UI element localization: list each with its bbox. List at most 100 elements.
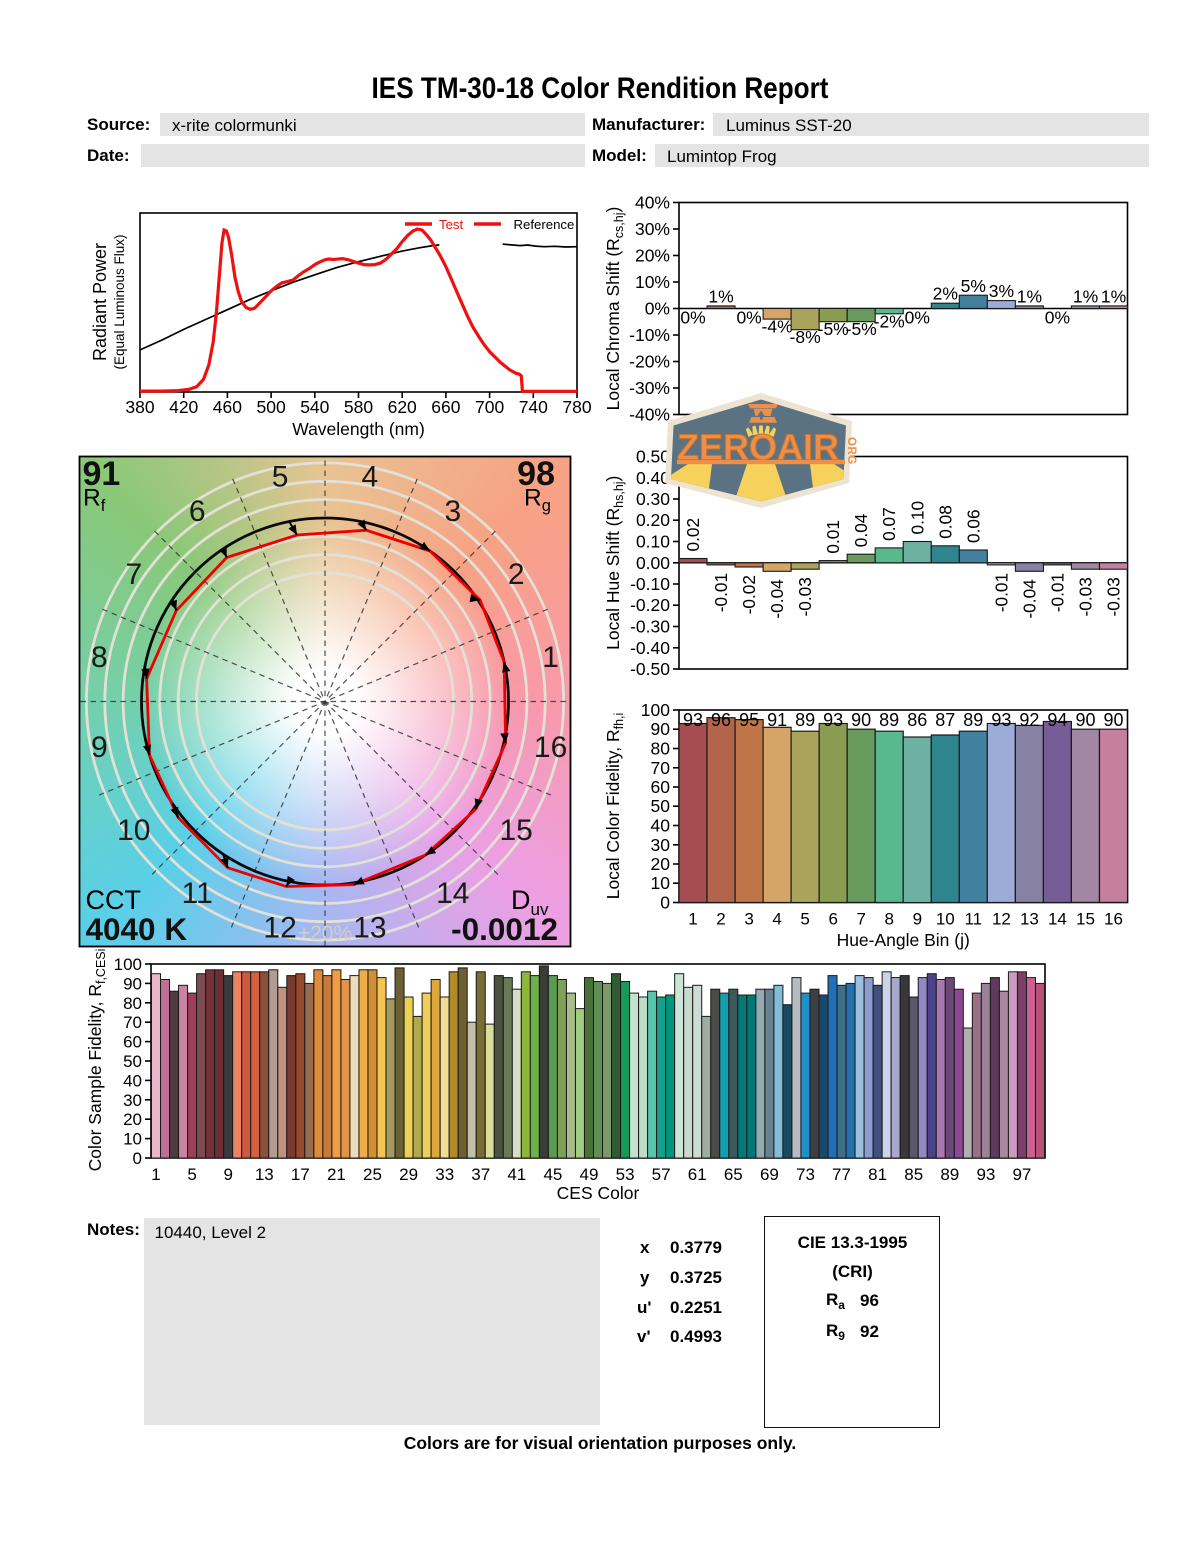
svg-text:580: 580 xyxy=(344,397,373,417)
svg-text:14: 14 xyxy=(1048,910,1067,929)
svg-text:5%: 5% xyxy=(961,276,986,296)
svg-text:1: 1 xyxy=(688,910,697,929)
svg-text:93: 93 xyxy=(976,1165,995,1184)
svg-text:780: 780 xyxy=(562,397,591,417)
svg-text:91: 91 xyxy=(83,455,121,493)
svg-text:0: 0 xyxy=(133,1149,142,1168)
svg-text:9: 9 xyxy=(913,910,922,929)
svg-text:-0.03: -0.03 xyxy=(1076,577,1096,616)
svg-text:11: 11 xyxy=(182,877,213,910)
svg-text:Radiant Power: Radiant Power xyxy=(90,243,110,361)
svg-text:40%: 40% xyxy=(635,193,670,213)
svg-text:15: 15 xyxy=(1076,910,1095,929)
svg-text:65: 65 xyxy=(724,1165,743,1184)
svg-text:50: 50 xyxy=(123,1052,142,1071)
svg-text:9: 9 xyxy=(91,731,108,764)
svg-text:92: 92 xyxy=(1019,710,1039,730)
svg-text:90: 90 xyxy=(123,974,142,993)
svg-text:5: 5 xyxy=(272,460,289,493)
svg-text:-0.01: -0.01 xyxy=(991,573,1011,612)
svg-text:Local Hue Shift (Rhs,hj): Local Hue Shift (Rhs,hj) xyxy=(603,476,626,650)
svg-text:50: 50 xyxy=(651,796,671,816)
svg-text:21: 21 xyxy=(327,1165,346,1184)
svg-text:740: 740 xyxy=(519,397,548,417)
svg-text:80: 80 xyxy=(651,739,671,759)
svg-text:CES Color: CES Color xyxy=(557,1183,640,1203)
svg-text:8: 8 xyxy=(91,641,108,674)
svg-text:41: 41 xyxy=(507,1165,526,1184)
svg-text:1%: 1% xyxy=(1017,286,1042,306)
svg-text:37: 37 xyxy=(471,1165,490,1184)
svg-text:420: 420 xyxy=(169,397,198,417)
svg-text:-0.04: -0.04 xyxy=(767,579,787,619)
svg-text:-40%: -40% xyxy=(629,405,670,425)
svg-text:10: 10 xyxy=(936,910,955,929)
svg-text:1%: 1% xyxy=(708,286,733,306)
svg-text:13: 13 xyxy=(1020,910,1039,929)
svg-text:100: 100 xyxy=(114,955,142,974)
svg-text:89: 89 xyxy=(963,710,983,730)
svg-text:0%: 0% xyxy=(736,308,761,328)
svg-text:0.50: 0.50 xyxy=(636,447,670,467)
svg-text:97: 97 xyxy=(1012,1165,1031,1184)
svg-text:14: 14 xyxy=(436,877,469,910)
svg-text:7: 7 xyxy=(125,558,142,591)
svg-text:6: 6 xyxy=(828,910,837,929)
svg-text:10: 10 xyxy=(651,873,671,893)
svg-text:20: 20 xyxy=(123,1110,142,1129)
svg-text:33: 33 xyxy=(435,1165,454,1184)
svg-text:90: 90 xyxy=(851,710,871,730)
svg-text:-0.50: -0.50 xyxy=(630,659,670,679)
svg-text:30: 30 xyxy=(123,1091,142,1110)
svg-text:80: 80 xyxy=(123,994,142,1013)
svg-text:Hue-Angle Bin (j): Hue-Angle Bin (j) xyxy=(837,930,970,950)
svg-text:0.00: 0.00 xyxy=(636,553,670,573)
svg-text:0%: 0% xyxy=(905,308,930,328)
svg-text:4: 4 xyxy=(362,460,379,493)
svg-text:0.07: 0.07 xyxy=(879,507,899,541)
svg-text:16: 16 xyxy=(1104,910,1123,929)
svg-text:-0.03: -0.03 xyxy=(795,577,815,616)
svg-text:-8%: -8% xyxy=(790,327,821,347)
svg-text:29: 29 xyxy=(399,1165,418,1184)
svg-text:13: 13 xyxy=(255,1165,274,1184)
svg-text:49: 49 xyxy=(580,1165,599,1184)
svg-text:0: 0 xyxy=(660,893,670,913)
svg-text:94: 94 xyxy=(1047,710,1067,730)
svg-text:660: 660 xyxy=(431,397,460,417)
svg-text:-0.10: -0.10 xyxy=(630,574,670,594)
svg-text:-30%: -30% xyxy=(629,378,670,398)
svg-text:-0.20: -0.20 xyxy=(630,595,670,615)
svg-text:17: 17 xyxy=(291,1165,310,1184)
svg-text:15: 15 xyxy=(500,814,533,847)
svg-text:20: 20 xyxy=(651,854,671,874)
svg-text:10%: 10% xyxy=(635,272,670,292)
svg-text:93: 93 xyxy=(823,710,843,730)
svg-text:0.01: 0.01 xyxy=(823,520,843,554)
svg-text:57: 57 xyxy=(652,1165,671,1184)
svg-text:-0.40: -0.40 xyxy=(630,638,670,658)
svg-text:16: 16 xyxy=(534,731,567,764)
svg-text:90: 90 xyxy=(1103,710,1123,730)
svg-text:0.06: 0.06 xyxy=(963,509,983,543)
svg-text:460: 460 xyxy=(213,397,242,417)
svg-text:81: 81 xyxy=(868,1165,887,1184)
svg-text:-0.02: -0.02 xyxy=(739,575,759,614)
svg-text:0.08: 0.08 xyxy=(935,505,955,539)
svg-text:89: 89 xyxy=(879,710,899,730)
svg-text:Rf: Rf xyxy=(83,485,106,516)
svg-text:1%: 1% xyxy=(1073,286,1098,306)
svg-text:4040 K: 4040 K xyxy=(86,911,188,947)
svg-text:73: 73 xyxy=(796,1165,815,1184)
svg-text:0%: 0% xyxy=(645,299,670,319)
svg-text:2%: 2% xyxy=(933,284,958,304)
svg-text:0.30: 0.30 xyxy=(636,489,670,509)
svg-text:Test: Test xyxy=(439,217,464,232)
svg-text:5: 5 xyxy=(187,1165,196,1184)
svg-text:10: 10 xyxy=(117,814,150,847)
svg-text:(Equal Luminous Flux): (Equal Luminous Flux) xyxy=(112,234,127,369)
svg-text:0.04: 0.04 xyxy=(851,513,871,547)
svg-text:0.10: 0.10 xyxy=(636,532,670,552)
svg-text:-4%: -4% xyxy=(762,317,793,337)
svg-text:ORG: ORG xyxy=(845,437,857,465)
